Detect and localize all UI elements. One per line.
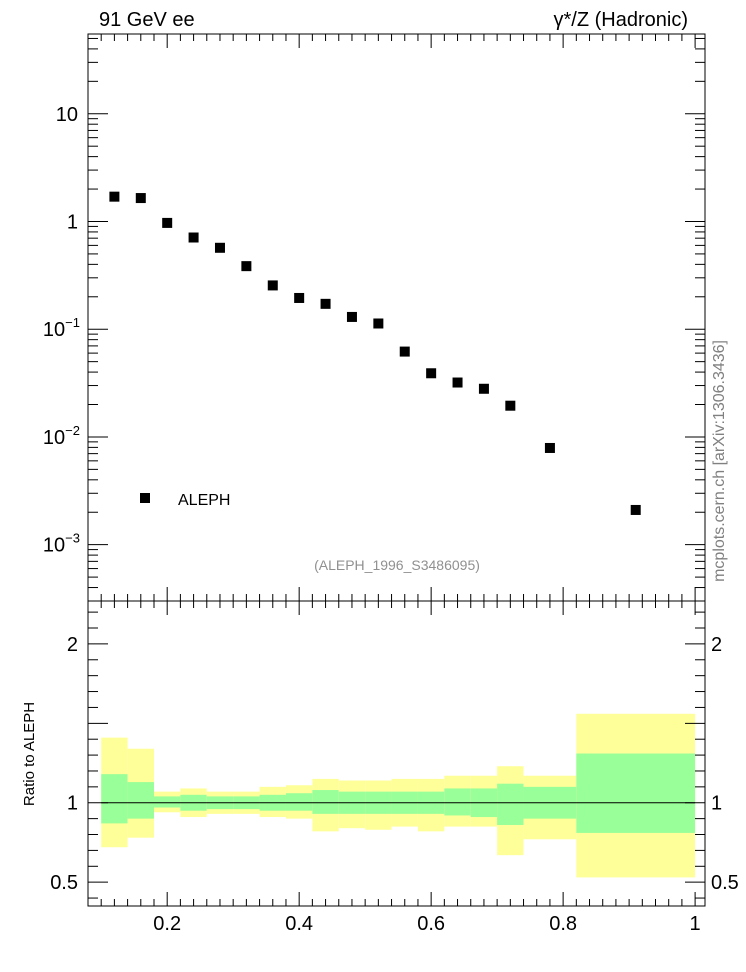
y-tick-label: 0.5 — [50, 872, 78, 894]
x-tick-label: 0.6 — [417, 913, 445, 935]
data-point — [109, 191, 120, 202]
uncertainty-band-inner — [576, 753, 696, 833]
data-point — [373, 318, 384, 329]
ratio-bands — [101, 713, 696, 878]
legend-marker — [140, 493, 150, 503]
uncertainty-band-inner — [497, 783, 524, 825]
y-tick-label-right: 1 — [711, 793, 722, 815]
x-tick-label: 0.2 — [153, 913, 181, 935]
main-x-ticks — [87, 34, 696, 601]
ratio-y-axis: 2 2 1 1 0.5 0.5 — [50, 611, 739, 899]
x-tick-label: 0.8 — [549, 913, 577, 935]
data-point — [346, 311, 357, 322]
x-tick-label: 1 — [690, 913, 701, 935]
data-point — [294, 292, 305, 303]
data-point — [188, 232, 199, 243]
data-point — [267, 280, 278, 291]
uncertainty-band-inner — [127, 782, 154, 819]
data-point — [320, 298, 331, 309]
uncertainty-band-inner — [285, 793, 313, 811]
data-point — [241, 261, 252, 272]
y-tick-label-right: 0.5 — [711, 872, 739, 894]
y-tick-label-right: 2 — [711, 634, 722, 656]
right-title: γ*/Z (Hadronic) — [554, 9, 688, 31]
ratio-panel: 2 2 1 1 0.5 0.5 0.2 0.4 0.6 0.8 1 Ratio to ALEPH — [21, 600, 739, 935]
left-title: 91 GeV ee — [99, 9, 195, 31]
data-point — [426, 368, 437, 379]
main-frame — [87, 33, 706, 602]
data-point — [630, 504, 641, 515]
main-panel: 10 1 10−1 10−2 10−3 ALEPH (ALEPH_1996_S34860… — [43, 33, 706, 602]
uncertainty-band-inner — [101, 774, 128, 824]
y-tick-label: 1 — [67, 793, 78, 815]
y-tick-label: 1 — [67, 211, 78, 233]
uncertainty-band-inner — [312, 790, 339, 814]
side-label: mcplots.cern.ch [arXiv:1306.3436] — [711, 340, 728, 582]
ratio-x-axis: 0.2 0.4 0.6 0.8 1 — [87, 601, 701, 935]
data-point — [399, 346, 410, 357]
data-point — [162, 217, 173, 228]
ratio-frame — [87, 600, 706, 907]
analysis-label: (ALEPH_1996_S3486095) — [314, 557, 480, 573]
uncertainty-band-inner — [153, 796, 181, 808]
data-point — [544, 442, 555, 453]
ratio-y-label: Ratio to ALEPH — [21, 702, 38, 806]
data-point — [135, 193, 146, 204]
data-markers — [109, 191, 641, 515]
main-y-axis: 10 1 10−1 10−2 10−3 — [43, 37, 705, 602]
y-tick-label: 10−2 — [43, 423, 80, 449]
y-tick-label: 10−3 — [43, 531, 80, 557]
y-tick-label: 2 — [67, 634, 78, 656]
data-point — [452, 377, 463, 388]
y-tick-label: 10−1 — [43, 315, 80, 341]
y-tick-label: 10 — [56, 104, 78, 126]
uncertainty-band-inner — [444, 788, 471, 816]
data-point — [505, 400, 516, 411]
legend-label: ALEPH — [178, 492, 230, 509]
data-point — [478, 383, 489, 394]
data-point — [214, 242, 225, 253]
x-tick-label: 0.4 — [285, 913, 313, 935]
